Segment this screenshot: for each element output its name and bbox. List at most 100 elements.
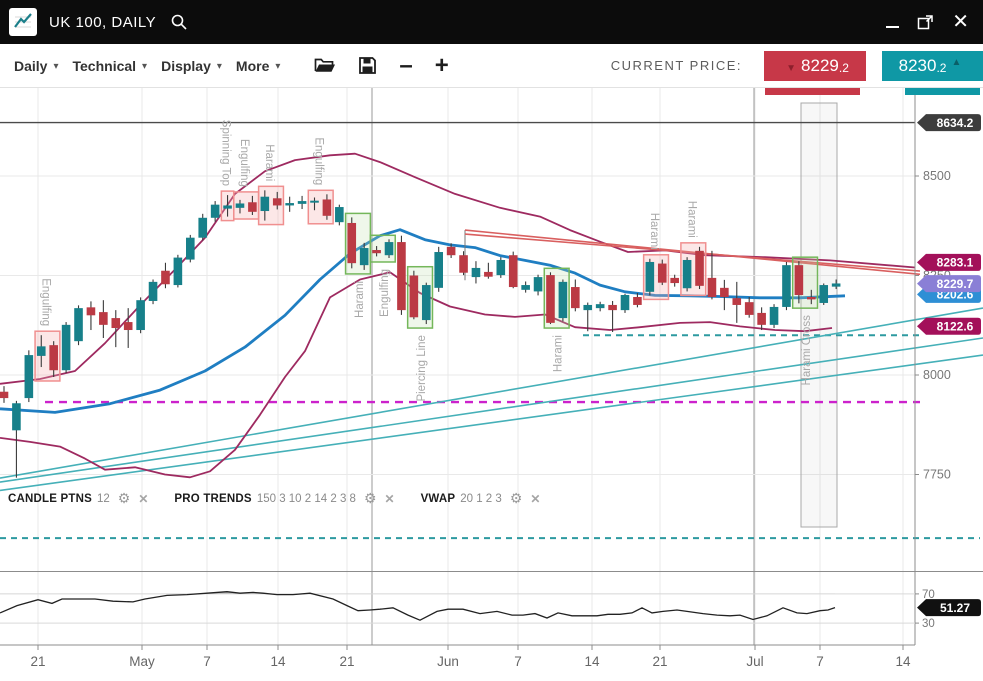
candle[interactable] (508, 255, 518, 288)
candle[interactable] (210, 204, 220, 218)
app-logo-icon (9, 8, 37, 36)
candle[interactable] (782, 265, 791, 307)
open-folder-icon[interactable] (314, 57, 336, 75)
candle[interactable] (819, 285, 829, 303)
candle[interactable] (583, 304, 593, 311)
candle[interactable] (347, 222, 357, 264)
candle[interactable] (645, 261, 655, 292)
settings-gear-icon[interactable]: ⚙ (509, 490, 523, 506)
candle[interactable] (409, 275, 419, 318)
candle[interactable] (12, 403, 21, 431)
candle[interactable] (136, 300, 145, 331)
remove-indicator-icon[interactable]: ✕ (384, 491, 395, 506)
settings-gear-icon[interactable]: ⚙ (117, 490, 131, 506)
candle[interactable] (571, 287, 580, 309)
price-tag-label: 51.27 (940, 601, 970, 615)
candle[interactable] (198, 217, 208, 238)
candle[interactable] (595, 304, 605, 309)
minimize-button[interactable] (886, 16, 900, 28)
candle[interactable] (695, 250, 704, 286)
remove-indicator-icon[interactable]: ✕ (530, 491, 541, 506)
close-button[interactable]: ✕ (952, 11, 969, 33)
candle[interactable] (657, 263, 667, 283)
svg-text:8000: 8000 (923, 368, 951, 382)
candle[interactable] (86, 307, 96, 316)
candle[interactable] (310, 200, 319, 203)
candle[interactable] (161, 270, 170, 285)
candle[interactable] (397, 242, 406, 311)
candle[interactable] (99, 312, 108, 325)
candle[interactable] (521, 285, 530, 290)
candle[interactable] (732, 298, 742, 305)
candle[interactable] (335, 207, 344, 223)
candle[interactable] (421, 285, 431, 321)
candle[interactable] (272, 198, 282, 206)
candle[interactable] (434, 252, 443, 288)
candle[interactable] (186, 237, 195, 260)
buy-price-value: 8230 (898, 55, 937, 75)
candle[interactable] (384, 242, 394, 256)
candle[interactable] (36, 346, 46, 356)
buy-price-button[interactable]: 8230 .2 ▲ (882, 50, 983, 81)
candle[interactable] (322, 199, 332, 216)
candle[interactable] (484, 271, 493, 277)
candle[interactable] (223, 205, 232, 209)
candle[interactable] (720, 287, 729, 297)
candles[interactable] (0, 190, 841, 478)
candle[interactable] (670, 277, 679, 284)
candle[interactable] (248, 202, 257, 212)
menu-display[interactable]: Display ▾ (161, 58, 222, 74)
remove-indicator-icon[interactable]: ✕ (138, 491, 149, 506)
candle[interactable] (546, 275, 555, 323)
candle[interactable] (173, 257, 183, 286)
candle[interactable] (707, 277, 717, 297)
zoom-out-icon[interactable]: – (399, 51, 413, 79)
candle[interactable] (807, 296, 816, 300)
candle[interactable] (620, 295, 630, 311)
menu-more[interactable]: More ▾ (236, 58, 280, 74)
candle[interactable] (446, 246, 456, 256)
price-chart-canvas[interactable]: Engulfing Spinning Top Engulfing Harami Engu… (0, 88, 983, 676)
svg-text:7: 7 (816, 654, 824, 669)
candle[interactable] (769, 306, 779, 325)
trend-line[interactable] (464, 233, 921, 272)
candle[interactable] (459, 255, 468, 273)
candle[interactable] (744, 302, 754, 315)
candle[interactable] (608, 304, 617, 311)
chart-area[interactable]: Engulfing Spinning Top Engulfing Harami Engu… (0, 88, 983, 676)
candle[interactable] (372, 250, 381, 254)
candle[interactable] (235, 203, 245, 208)
candle[interactable] (794, 265, 804, 296)
candle[interactable] (74, 308, 83, 342)
popout-button[interactable] (917, 14, 934, 30)
menu-timeframe[interactable]: Daily ▾ (14, 58, 59, 74)
candle[interactable] (0, 391, 9, 399)
candle[interactable] (148, 281, 158, 301)
rsi-line (0, 591, 836, 621)
candle[interactable] (24, 355, 34, 399)
candle[interactable] (111, 318, 121, 329)
candle[interactable] (558, 281, 568, 319)
candle[interactable] (831, 283, 841, 287)
candle[interactable] (633, 296, 642, 305)
settings-gear-icon[interactable]: ⚙ (363, 490, 377, 506)
candle[interactable] (285, 203, 294, 206)
candle[interactable] (359, 248, 369, 266)
save-icon[interactable] (358, 56, 377, 75)
candle[interactable] (757, 312, 766, 325)
candle[interactable] (49, 345, 58, 371)
sell-price-button[interactable]: ▼ 8229 .2 (764, 50, 866, 81)
zoom-in-icon[interactable]: + (434, 51, 449, 79)
candle[interactable] (682, 259, 692, 289)
search-icon[interactable] (170, 13, 188, 31)
candle[interactable] (61, 324, 71, 371)
candle[interactable] (533, 277, 543, 292)
candle[interactable] (297, 201, 307, 204)
menu-display-label: Display (161, 57, 211, 74)
candle[interactable] (260, 196, 270, 212)
candle[interactable] (496, 259, 506, 276)
candle[interactable] (123, 322, 133, 331)
candle[interactable] (471, 267, 481, 278)
menu-technical[interactable]: Technical ▾ (73, 58, 148, 74)
